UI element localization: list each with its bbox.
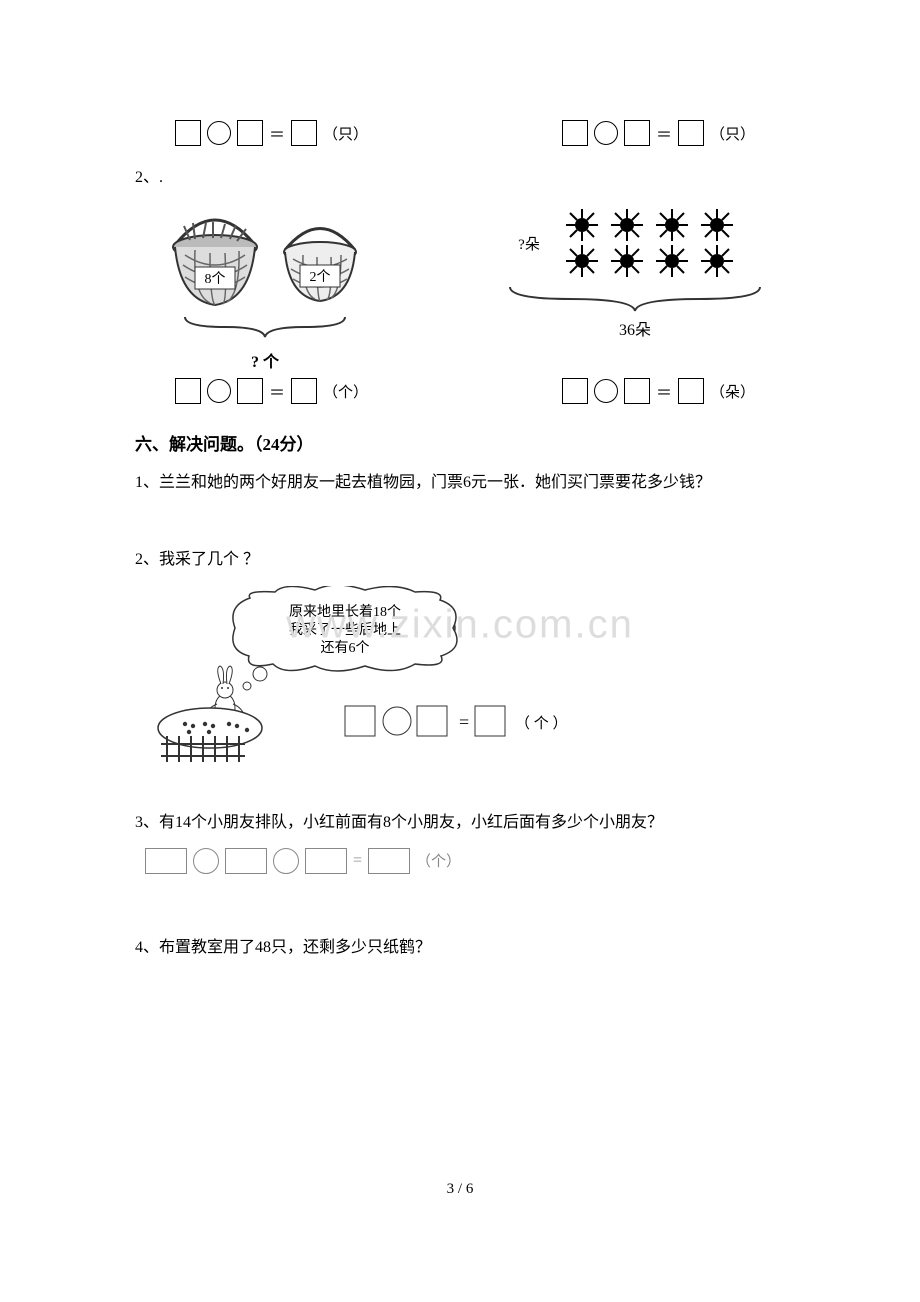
blank-box[interactable] — [368, 848, 410, 874]
blank-box[interactable] — [237, 120, 263, 146]
op-circle[interactable] — [273, 848, 299, 874]
baskets-figure: 8个 2个 ? 个 — [135, 205, 395, 372]
blank-box[interactable] — [291, 378, 317, 404]
flowers-figure: ?朵 — [485, 205, 785, 340]
unit-label: （朵） — [710, 381, 755, 402]
equation-3: ＝ （个） — [175, 378, 368, 404]
flowers-question: ?朵 — [518, 233, 540, 254]
blank-box[interactable] — [678, 378, 704, 404]
blank-box[interactable] — [562, 378, 588, 404]
blank-box[interactable] — [145, 848, 187, 874]
baskets-question: ? 个 — [135, 348, 395, 372]
blank-box[interactable] — [624, 378, 650, 404]
equals-sign: ＝ — [269, 121, 285, 145]
equals-sign: ＝ — [269, 379, 285, 403]
problem-2-title: 2、我采了几个 ？ — [135, 542, 785, 577]
basket2-label: 2个 — [310, 269, 331, 285]
problem-2-figure: 原来地里长着18个 我采了一些后地上 还有6个 — [155, 586, 785, 771]
unit-label: （个） — [416, 850, 461, 871]
equals-sign: ＝ — [656, 121, 672, 145]
svg-text:=: = — [459, 712, 469, 732]
blank-box[interactable] — [624, 120, 650, 146]
op-circle[interactable] — [594, 379, 618, 403]
blank-box[interactable] — [237, 378, 263, 404]
blank-box[interactable] — [225, 848, 267, 874]
op-circle[interactable] — [207, 379, 231, 403]
equation-2: ＝ （只） — [562, 120, 755, 146]
blank-box[interactable] — [562, 120, 588, 146]
unit-label: （个） — [323, 381, 368, 402]
equation-1: ＝ （只） — [175, 120, 368, 146]
bubble-line-2: 我采了一些后地上 — [289, 622, 401, 638]
problem-3-equation: = （个） — [145, 848, 785, 874]
blank-box[interactable] — [678, 120, 704, 146]
problem-4: 4、布置教室用了48只，还剩多少只纸鹤？ — [135, 930, 785, 965]
equals-sign: ＝ — [656, 379, 672, 403]
op-circle[interactable] — [594, 121, 618, 145]
bubble-line-3: 还有6个 — [321, 640, 370, 656]
blank-box[interactable] — [305, 848, 347, 874]
question-2-label: 2、. — [135, 160, 785, 195]
unit-label: （只） — [323, 123, 368, 144]
blank-box[interactable] — [291, 120, 317, 146]
equals-sign: = — [353, 852, 362, 870]
blank-box[interactable] — [175, 120, 201, 146]
section-6-title: 六、解决问题。（24分） — [135, 430, 785, 455]
page-footer: 3 / 6 — [135, 1181, 785, 1198]
flowers-total: 36朵 — [485, 316, 785, 340]
op-circle[interactable] — [193, 848, 219, 874]
problem-1: 1、兰兰和她的两个好朋友一起去植物园，门票6元一张．她们买门票要花多少钱？ — [135, 465, 785, 500]
equation-4: ＝ （朵） — [562, 378, 755, 404]
op-circle[interactable] — [207, 121, 231, 145]
p2-unit: （ 个 ） — [515, 715, 568, 732]
problem-3: 3、有14个小朋友排队，小红前面有8个小朋友，小红后面有多少个小朋友？ — [135, 805, 785, 840]
unit-label: （只） — [710, 123, 755, 144]
bubble-line-1: 原来地里长着18个 — [289, 604, 401, 620]
basket1-label: 8个 — [205, 271, 226, 287]
blank-box[interactable] — [175, 378, 201, 404]
